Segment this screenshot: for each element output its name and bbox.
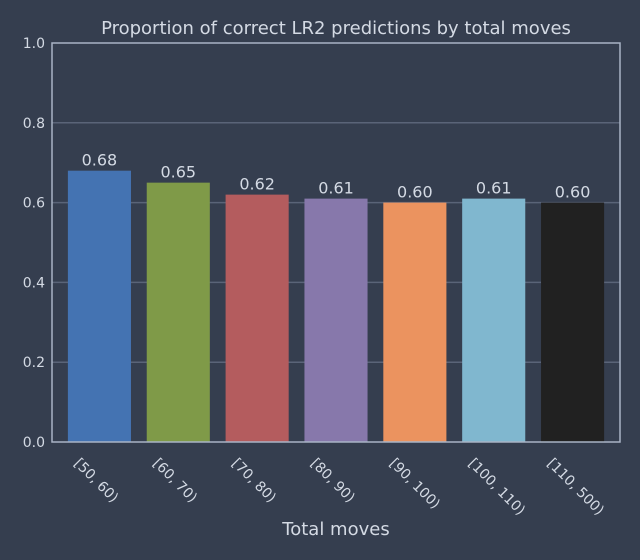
chart-title: Proportion of correct LR2 predictions by… <box>101 18 571 39</box>
x-tick-label: [80, 90) <box>307 456 358 507</box>
bar <box>462 198 526 442</box>
y-tick-label: 0.8 <box>23 116 45 132</box>
x-axis-label: Total moves <box>281 519 389 540</box>
plot-frame <box>51 42 621 443</box>
value-label: 0.68 <box>82 151 118 170</box>
bar <box>541 202 605 442</box>
bars-layer <box>67 170 605 442</box>
bar <box>225 194 289 442</box>
value-label: 0.61 <box>318 179 354 198</box>
bar <box>304 198 368 442</box>
x-tick-label: [70, 80) <box>228 456 279 507</box>
bar <box>146 182 210 442</box>
value-label: 0.61 <box>476 179 512 198</box>
y-tick-label: 0.4 <box>23 275 45 291</box>
value-label: 0.60 <box>555 183 591 202</box>
y-tick-label: 0.6 <box>23 196 45 212</box>
x-tick-label: [50, 60) <box>71 456 122 507</box>
x-tick-label: [110, 500) <box>544 456 607 519</box>
y-axis: 0.0 0.2 0.4 0.6 0.8 1.0 <box>23 36 45 451</box>
bar <box>67 170 131 442</box>
value-label: 0.60 <box>397 183 433 202</box>
x-tick-label: [100, 110) <box>465 456 528 519</box>
value-label: 0.62 <box>239 175 275 194</box>
y-tick-label: 0.2 <box>23 355 45 371</box>
bar <box>383 202 447 442</box>
x-tick-label: [90, 100) <box>386 456 443 513</box>
value-label: 0.65 <box>160 163 196 182</box>
value-labels-layer: 0.68 0.65 0.62 0.61 0.60 0.61 0.60 <box>82 151 591 202</box>
y-tick-label: 0.0 <box>23 435 45 451</box>
y-tick-label: 1.0 <box>23 36 45 52</box>
x-axis: [50, 60) [60, 70) [70, 80) [80, 90) [90, 100… <box>71 456 607 519</box>
x-tick-label: [60, 70) <box>149 456 200 507</box>
